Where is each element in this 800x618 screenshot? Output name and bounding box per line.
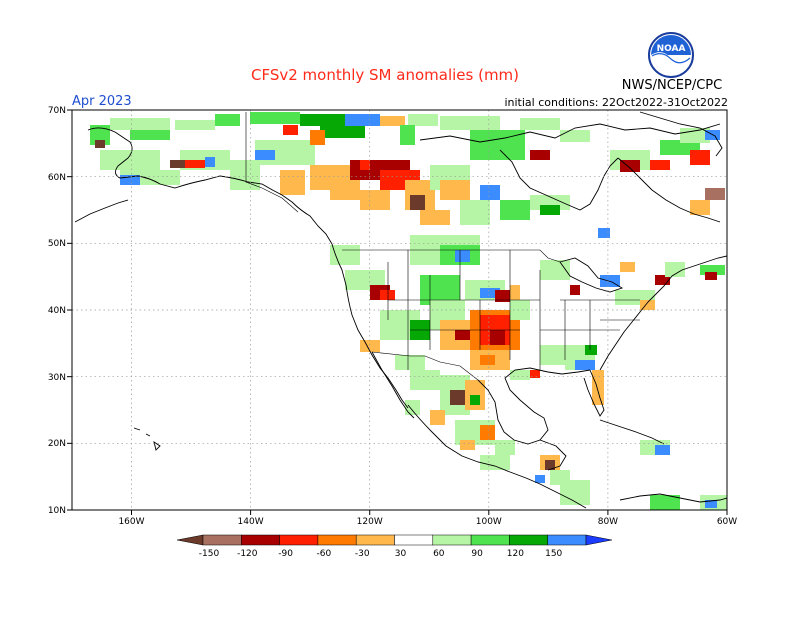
anomaly-patches-north	[90, 112, 725, 238]
graticule	[72, 110, 727, 510]
state-lines	[387, 250, 640, 370]
legend-swatch	[279, 534, 319, 546]
legend-labels: -150 -120 -90 -60 -30 30 60 90 120 150	[199, 549, 563, 559]
lon-label-140w: 140W	[238, 517, 264, 527]
legend-label: -120	[237, 549, 258, 559]
anomaly-patches-south	[405, 370, 727, 510]
greenland	[639, 111, 723, 157]
gulf-coast	[477, 367, 591, 445]
aleutian-islands	[74, 199, 129, 223]
legend-swatch	[432, 534, 472, 546]
legend-label: 90	[471, 549, 483, 559]
legend-swatch	[509, 534, 548, 546]
legend-right-arrow	[585, 534, 613, 546]
map-title: CFSv2 monthly SM anomalies (mm)	[250, 66, 520, 84]
axis-ticks	[67, 109, 728, 515]
valid-month-label: Apr 2023	[72, 94, 132, 109]
legend-left-arrow	[176, 534, 204, 546]
legend-label: 30	[395, 549, 407, 559]
mexico-pacific-coast	[407, 404, 587, 509]
lon-label-100w: 100W	[476, 517, 502, 527]
lat-label-20n: 20N	[48, 439, 66, 449]
legend-swatches	[176, 534, 613, 546]
us-mexico-border	[371, 351, 479, 381]
legend-swatch	[241, 534, 280, 546]
legend-label: 150	[545, 549, 562, 559]
noaa-logo-text: NOAA	[657, 44, 686, 54]
great-lakes	[559, 257, 624, 293]
baja-california	[371, 351, 415, 419]
east-coast	[599, 255, 727, 371]
coastlines	[74, 111, 727, 509]
cuba	[599, 419, 665, 445]
legend-swatch	[317, 534, 357, 546]
legend-label: -60	[317, 549, 332, 559]
alaska-coastline	[87, 127, 333, 245]
lat-label-40n: 40N	[48, 306, 66, 316]
noaa-logo-icon: NOAA	[648, 32, 694, 78]
us-canada-border	[342, 249, 561, 263]
legend-swatch	[202, 534, 242, 546]
labrador-coast	[617, 157, 721, 223]
lat-label-70n: 70N	[48, 106, 66, 116]
legend-label: -30	[355, 549, 370, 559]
lat-label-30n: 30N	[48, 373, 66, 383]
legend-label: -150	[199, 549, 220, 559]
lon-label-80w: 80W	[598, 517, 618, 527]
agency-label: NWS/NCEP/CPC	[621, 78, 723, 93]
lon-label-160w: 160W	[118, 517, 144, 527]
legend-swatch	[547, 534, 587, 546]
lon-label-120w: 120W	[357, 517, 383, 527]
south-america	[619, 493, 727, 503]
lat-label-60n: 60N	[48, 173, 66, 183]
initial-conditions-label: initial conditions: 22Oct2022-31Oct2022	[504, 96, 728, 109]
lat-label-50n: 50N	[48, 239, 66, 249]
alaska-canada-border	[245, 112, 299, 213]
legend-swatch	[470, 534, 510, 546]
arctic-islands	[419, 123, 721, 143]
florida	[583, 369, 605, 417]
legend-swatch	[355, 534, 395, 546]
lon-label-60w: 60W	[717, 517, 737, 527]
west-coast	[331, 243, 409, 409]
yucatan	[539, 439, 567, 471]
legend-label: -90	[278, 549, 293, 559]
lat-label-10n: 10N	[48, 506, 66, 516]
hudson-bay	[499, 149, 619, 211]
hawaii	[133, 427, 161, 451]
political-boundaries	[245, 112, 640, 381]
legend-label: 120	[507, 549, 524, 559]
legend-swatch	[394, 534, 434, 546]
legend-label: 60	[433, 549, 445, 559]
